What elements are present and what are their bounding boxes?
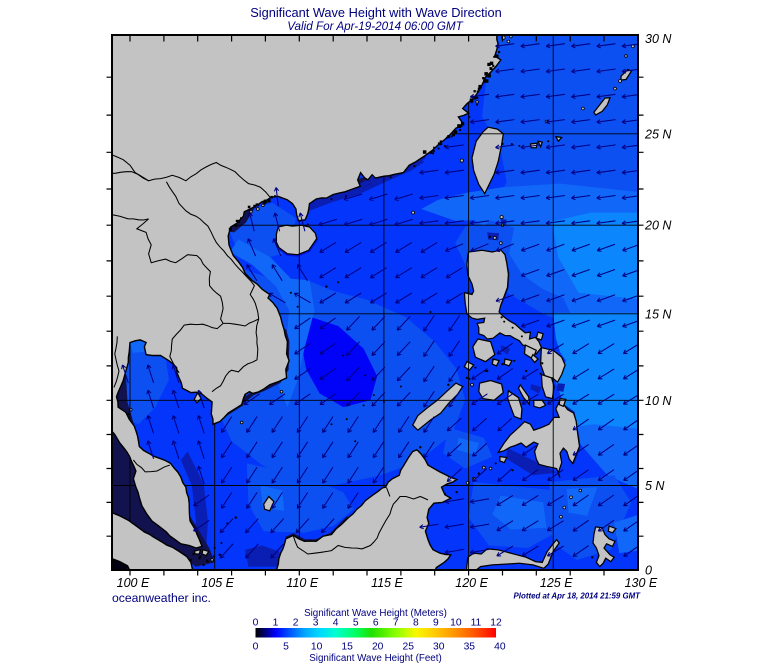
svg-text:7: 7 xyxy=(393,618,399,629)
svg-text:120 E: 120 E xyxy=(455,576,488,590)
svg-text:125 E: 125 E xyxy=(540,576,573,590)
svg-text:10 N: 10 N xyxy=(645,394,672,408)
svg-text:8: 8 xyxy=(413,618,419,629)
svg-text:2: 2 xyxy=(293,618,299,629)
svg-text:130 E: 130 E xyxy=(625,576,658,590)
svg-text:Plotted at Apr 18, 2014 21:59: Plotted at Apr 18, 2014 21:59 GMT xyxy=(514,592,642,601)
svg-text:25: 25 xyxy=(402,642,414,653)
svg-text:105 E: 105 E xyxy=(201,576,234,590)
svg-text:Significant Wave Height (Meter: Significant Wave Height (Meters) xyxy=(304,608,447,619)
svg-text:Significant Wave Height with W: Significant Wave Height with Wave Direct… xyxy=(250,5,502,20)
svg-text:25 N: 25 N xyxy=(644,127,672,141)
svg-text:3: 3 xyxy=(313,618,319,629)
svg-text:35: 35 xyxy=(464,642,476,653)
svg-text:Significant Wave Height (Feet): Significant Wave Height (Feet) xyxy=(309,653,442,664)
svg-text:100 E: 100 E xyxy=(117,576,150,590)
svg-text:40: 40 xyxy=(494,642,506,653)
svg-text:10: 10 xyxy=(311,642,323,653)
svg-text:Valid For Apr-19-2014 06:00 GM: Valid For Apr-19-2014 06:00 GMT xyxy=(287,20,463,33)
svg-text:15 N: 15 N xyxy=(645,307,672,321)
svg-text:0: 0 xyxy=(253,618,259,629)
svg-text:20 N: 20 N xyxy=(644,219,672,233)
svg-text:20: 20 xyxy=(372,642,384,653)
svg-text:9: 9 xyxy=(433,618,439,629)
svg-text:oceanweather inc.: oceanweather inc. xyxy=(112,591,211,605)
svg-text:115 E: 115 E xyxy=(371,576,403,590)
svg-text:0: 0 xyxy=(645,564,652,578)
svg-text:0: 0 xyxy=(253,642,259,653)
svg-text:4: 4 xyxy=(333,618,339,629)
svg-text:15: 15 xyxy=(341,642,353,653)
svg-text:10: 10 xyxy=(450,618,462,629)
svg-text:12: 12 xyxy=(490,618,502,629)
svg-text:110 E: 110 E xyxy=(286,576,318,590)
svg-text:11: 11 xyxy=(471,618,482,629)
svg-text:5: 5 xyxy=(283,642,289,653)
svg-text:1: 1 xyxy=(273,618,279,629)
svg-text:5: 5 xyxy=(353,618,359,629)
svg-text:30 N: 30 N xyxy=(645,32,672,46)
svg-text:6: 6 xyxy=(373,618,379,629)
svg-text:30: 30 xyxy=(433,642,445,653)
svg-text:5 N: 5 N xyxy=(645,479,665,493)
